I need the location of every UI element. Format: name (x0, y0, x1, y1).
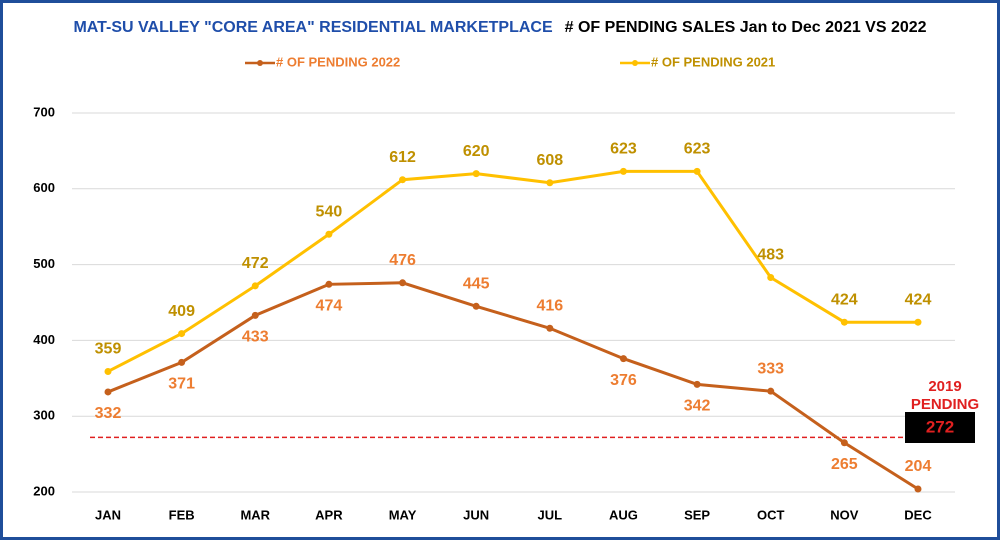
data-label: 424 (905, 291, 932, 308)
y-tick-label: 600 (33, 180, 55, 195)
reference-label: 2019 PENDING (911, 378, 979, 413)
data-label: 265 (831, 456, 858, 473)
point (472, 302, 480, 310)
title-sub: # OF PENDING SALES Jan to Dec 2021 VS 20… (565, 19, 927, 36)
point (914, 485, 922, 493)
point (178, 330, 186, 338)
data-label: 608 (536, 152, 563, 169)
point (178, 358, 186, 366)
data-label: 409 (168, 303, 195, 320)
series-line (107, 281, 919, 491)
data-label: 476 (389, 252, 416, 269)
data-label: 623 (610, 141, 637, 158)
x-tick-label: MAY (389, 507, 417, 522)
point (104, 388, 112, 396)
series-line (107, 169, 918, 373)
reference-box (905, 412, 975, 443)
data-label: 540 (316, 203, 343, 220)
x-tick-label: DEC (904, 507, 932, 522)
point (840, 439, 848, 447)
point (325, 230, 333, 238)
x-tick-label: APR (315, 507, 343, 522)
legend-marker (257, 60, 263, 66)
point (767, 387, 775, 395)
point (472, 170, 480, 178)
point (399, 176, 407, 184)
reference-value: 272 (926, 417, 954, 436)
point (104, 367, 112, 375)
point (619, 167, 627, 175)
data-label: 424 (831, 291, 858, 308)
y-tick-label: 500 (33, 256, 55, 271)
data-label: 359 (95, 341, 122, 358)
y-tick-label: 700 (33, 104, 55, 119)
x-tick-label: JAN (95, 507, 121, 522)
title-main: MAT-SU VALLEY "CORE AREA" RESIDENTIAL MA… (73, 19, 553, 36)
y-tick-label: 300 (33, 408, 55, 423)
legend-label: # OF PENDING 2022 (276, 54, 400, 69)
point (914, 318, 922, 326)
point (325, 280, 333, 288)
point (251, 311, 259, 319)
data-label: 333 (757, 360, 784, 377)
y-tick-label: 200 (33, 483, 55, 498)
x-tick-label: JUL (538, 507, 563, 522)
data-label: 472 (242, 255, 269, 272)
data-label: 620 (463, 143, 490, 160)
point (546, 179, 554, 187)
data-label: 433 (242, 329, 269, 346)
point (767, 273, 775, 281)
data-label: 623 (684, 141, 711, 158)
point (693, 167, 701, 175)
data-label: 332 (95, 405, 122, 422)
x-tick-label: FEB (169, 507, 195, 522)
data-label: 483 (757, 247, 784, 264)
chart-title: MAT-SU VALLEY "CORE AREA" RESIDENTIAL MA… (73, 19, 926, 36)
point (840, 318, 848, 326)
x-tick-label: JUN (463, 507, 489, 522)
data-label: 445 (463, 276, 490, 293)
data-label: 371 (168, 376, 195, 393)
point (251, 282, 259, 290)
point (399, 279, 407, 287)
data-label: 612 (389, 149, 416, 166)
legend-marker (632, 60, 638, 66)
data-label: 474 (316, 298, 343, 315)
data-label: 376 (610, 372, 637, 389)
x-tick-label: OCT (757, 507, 785, 522)
x-tick-label: AUG (609, 507, 638, 522)
data-label: 204 (905, 458, 932, 475)
point (546, 324, 554, 332)
x-tick-label: NOV (830, 507, 859, 522)
data-label: 342 (684, 398, 711, 415)
y-tick-label: 400 (33, 332, 55, 347)
legend-label: # OF PENDING 2021 (651, 54, 775, 69)
x-tick-label: MAR (240, 507, 270, 522)
point (693, 380, 701, 388)
point (619, 355, 627, 363)
data-label: 416 (536, 297, 563, 314)
x-tick-label: SEP (684, 507, 710, 522)
